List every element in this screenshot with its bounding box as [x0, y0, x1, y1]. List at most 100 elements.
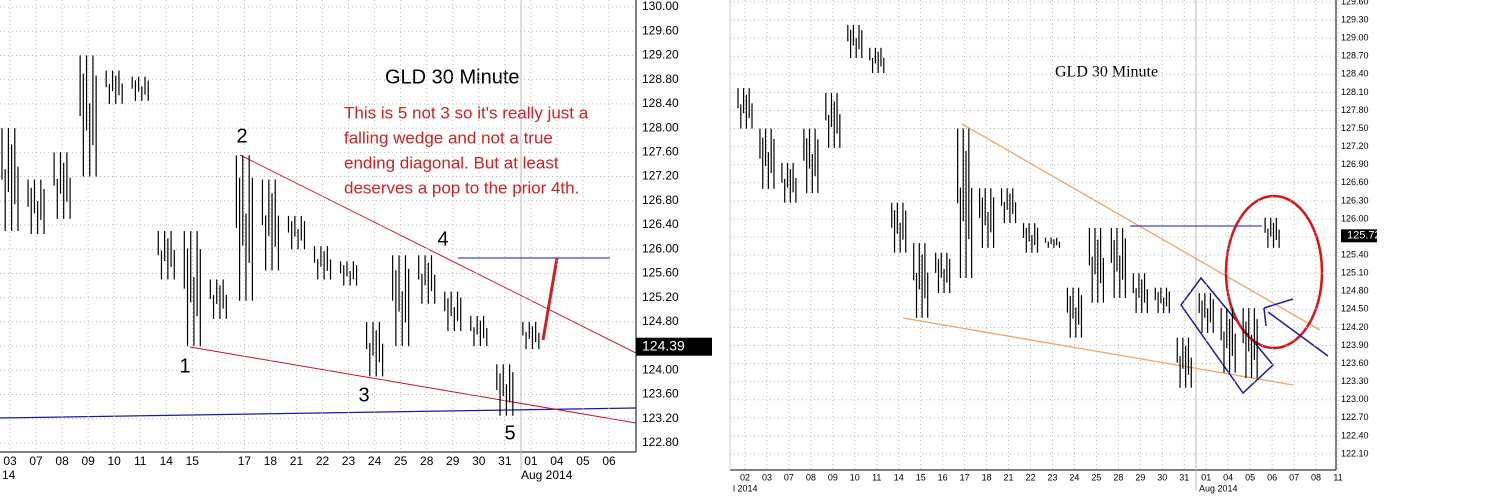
y-tick-label: 126.90	[1341, 159, 1369, 169]
y-tick-label: 127.20	[1341, 141, 1369, 151]
y-tick-label: 123.60	[642, 387, 679, 401]
x-tick-label: 01	[524, 454, 538, 468]
price-bar	[1264, 217, 1280, 248]
price-bar	[1242, 308, 1258, 379]
arrow	[1263, 307, 1267, 327]
x-tick-label: 11	[134, 454, 147, 468]
price-bar	[847, 24, 863, 59]
y-tick-label: 126.30	[1341, 195, 1369, 205]
y-tick-label: 129.60	[1341, 0, 1369, 6]
y-tick-label: 129.60	[642, 23, 679, 37]
arrow	[1267, 311, 1329, 357]
annotation-note: ending diagonal. But at least	[344, 153, 559, 172]
x-tick-label: 08	[1311, 472, 1321, 482]
last-price-tag	[1341, 229, 1377, 243]
y-tick-label: 125.10	[1341, 268, 1369, 278]
y-tick-label: 123.00	[1341, 394, 1369, 404]
price-bar	[131, 76, 149, 101]
price-bar	[803, 128, 819, 194]
y-tick-label: 127.20	[642, 169, 679, 183]
y-tick-label: 124.00	[642, 363, 679, 377]
y-tick-label: 126.80	[642, 193, 679, 207]
price-bar	[1110, 228, 1126, 298]
x-tick-label: 22	[316, 454, 330, 468]
price-bar	[183, 231, 201, 347]
period-label: Aug 2014	[521, 468, 573, 482]
price-bar	[366, 321, 384, 377]
price-bar	[1176, 337, 1192, 388]
y-tick-label: 129.20	[642, 48, 679, 62]
y-tick-label: 122.40	[1341, 430, 1369, 440]
price-bar	[1066, 287, 1083, 338]
x-tick-label: 09	[828, 472, 838, 482]
x-tick-label: 14	[894, 472, 904, 482]
y-tick-label: 126.40	[642, 217, 679, 231]
price-bar	[935, 252, 951, 294]
price-bar	[1220, 308, 1236, 373]
x-tick-label: 31	[498, 454, 512, 468]
wave-label: 4	[437, 228, 448, 250]
price-bar	[261, 179, 280, 271]
x-tick-label: 25	[1091, 472, 1101, 482]
highlight-ellipse	[1224, 194, 1324, 350]
price-bar	[313, 246, 332, 280]
price-bar	[79, 55, 97, 177]
y-tick-label: 129.30	[1341, 14, 1369, 24]
y-tick-label: 122.10	[1341, 448, 1369, 458]
support-line	[0, 407, 637, 419]
x-tick-label: 31	[1179, 472, 1189, 482]
x-tick-label: 16	[938, 472, 948, 482]
x-tick-label: 30	[472, 454, 486, 468]
annotation-note: falling wedge and not a true	[344, 128, 553, 147]
x-tick-label: 25	[394, 454, 408, 468]
y-tick-label: 125.60	[642, 266, 679, 280]
x-tick-label: 11	[872, 472, 881, 482]
price-bar	[759, 128, 775, 189]
price-bar	[825, 93, 841, 148]
x-tick-label: 08	[806, 472, 816, 482]
price-bar	[913, 243, 929, 318]
x-tick-label: 07	[784, 472, 794, 482]
x-tick-label: 01	[1201, 472, 1211, 482]
annotation-note: deserves a pop to the prior 4th.	[344, 178, 579, 197]
arrow	[1263, 298, 1294, 309]
price-bar	[470, 315, 488, 347]
y-tick-label: 124.20	[1341, 322, 1369, 332]
x-tick-label: 28	[420, 454, 434, 468]
y-tick-label: 126.00	[642, 241, 679, 255]
price-bar	[235, 155, 253, 301]
y-tick-label: 123.60	[1341, 358, 1369, 368]
wedge-upper-line	[239, 154, 637, 354]
period-label: 14	[2, 468, 16, 482]
price-bar	[287, 215, 306, 250]
price-bar	[105, 70, 123, 104]
price-bar	[1, 128, 19, 232]
price-bar	[869, 47, 885, 74]
y-tick-label: 128.00	[642, 120, 679, 134]
price-bar	[1154, 287, 1170, 313]
x-tick-label: 03	[3, 454, 17, 468]
x-tick-label: 17	[238, 454, 252, 468]
x-tick-label: 05	[1245, 472, 1255, 482]
projection-arrow	[541, 257, 559, 341]
price-bar	[957, 128, 973, 279]
x-tick-label: 07	[1289, 472, 1299, 482]
period-label: l 2014	[733, 483, 758, 493]
x-tick-label: 28	[1113, 472, 1123, 482]
price-bar	[53, 152, 71, 219]
price-bar	[1000, 188, 1017, 224]
y-tick-label: 127.60	[642, 145, 679, 159]
wave-label: 1	[179, 355, 190, 377]
x-tick-label: 21	[290, 454, 304, 468]
wave-label: 3	[358, 384, 369, 406]
chart-title: GLD 30 Minute	[1055, 64, 1158, 81]
x-tick-label: 22	[1026, 472, 1036, 482]
price-bar	[209, 279, 227, 319]
y-tick-label: 124.80	[1341, 286, 1369, 296]
price-bar	[444, 291, 462, 331]
x-tick-label: 17	[960, 472, 970, 482]
x-tick-label: 14	[160, 454, 174, 468]
y-tick-label: 124.50	[1341, 304, 1369, 314]
